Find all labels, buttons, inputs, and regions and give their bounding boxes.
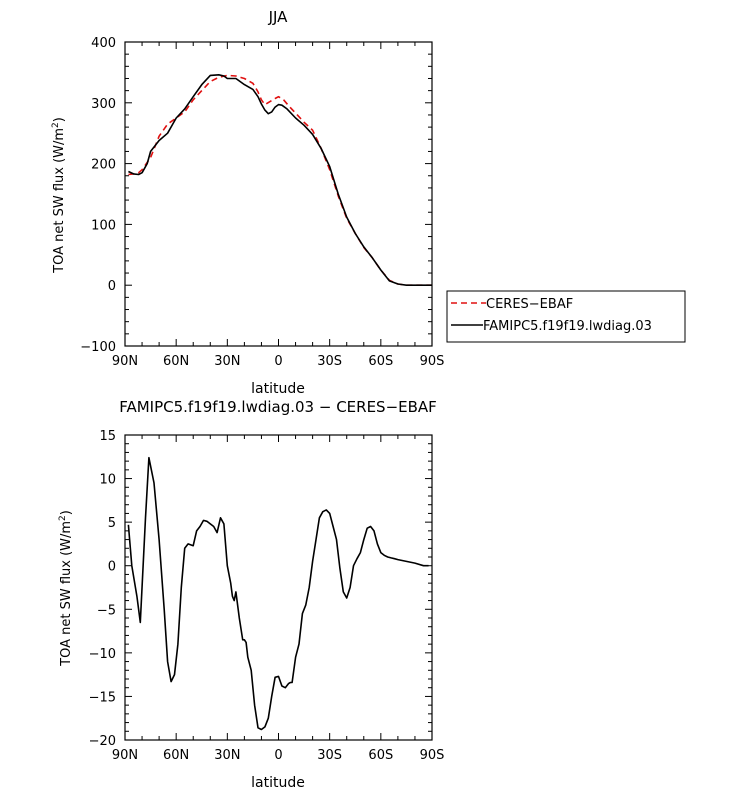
chart-bottom-x-tick-label: 60N	[163, 748, 189, 763]
chart-top-title: JJA	[268, 8, 289, 26]
chart-bottom-plot-area: 90N 60N 30N 0 30S 60S 90S −20 −15 −10 −5 0 5 10 15	[89, 429, 445, 763]
legend-box	[446, 290, 686, 343]
chart-bottom-x-tick-label: 30S	[317, 748, 342, 763]
chart-bottom-y-tick-label: −15	[89, 690, 116, 705]
chart-top-series-group	[128, 74, 432, 287]
chart-bottom-series-line-0	[127, 456, 429, 731]
chart-bottom-y-axis-label-main: TOA net SW flux (W/m	[59, 521, 74, 667]
chart-top-y-axis-label: TOA net SW flux (W/m2)	[51, 117, 67, 274]
chart-bottom-title: FAMIPC5.f19f19.lwdiag.03 − CERES−EBAF	[119, 398, 437, 416]
chart-bottom-y-tick-label: −10	[89, 647, 116, 662]
chart-bottom-y-tick-label: 5	[108, 516, 116, 531]
chart-top-y-axis-label-main: TOA net SW flux (W/m	[52, 128, 67, 274]
chart-top-x-tick-label: 90N	[112, 354, 138, 369]
chart-bottom-x-tick-label: 60S	[368, 748, 393, 763]
chart-top-y-tick-label: 400	[91, 36, 116, 51]
chart-top-x-tick-label: 90S	[420, 354, 445, 369]
chart-bottom-x-tick-label: 0	[274, 748, 282, 763]
legend-label-ceres-ebaf: CERES−EBAF	[486, 297, 573, 312]
chart-top-x-tick-label: 0	[274, 354, 282, 369]
chart-top-x-tick-label: 30N	[214, 354, 240, 369]
legend-label-famipc5: FAMIPC5.f19f19.lwdiag.03	[483, 319, 652, 334]
chart-bottom-y-tick-label: 10	[99, 473, 116, 488]
chart-bottom-y-tick-label: 15	[99, 429, 116, 444]
chart-top-y-tick-label: 100	[91, 218, 116, 233]
chart-top-y-tick-label: 200	[91, 158, 116, 173]
chart-top-legend: CERES−EBAF FAMIPC5.f19f19.lwdiag.03	[446, 290, 686, 343]
chart-top-x-tick-label: 60S	[368, 354, 393, 369]
chart-bottom-y-axis-label-end: )	[59, 510, 74, 515]
chart-bottom-x-tick-label: 90N	[112, 748, 138, 763]
chart-bottom-x-tick-label: 90S	[420, 748, 445, 763]
chart-top-series-line-0	[128, 74, 432, 287]
chart-bottom-y-axis-label: TOA net SW flux (W/m2)	[58, 510, 74, 667]
chart-top: JJA 90N 60N 30N 0 30S 60S 90S −100 0 100 200 300 400…	[51, 8, 686, 397]
chart-top-x-axis-label: latitude	[251, 381, 305, 397]
chart-top-y-tick-label: 300	[91, 97, 116, 112]
chart-top-series-line-1	[128, 74, 432, 287]
chart-bottom-y-tick-label: −20	[89, 734, 116, 749]
chart-top-y-tick-label: 0	[108, 279, 116, 294]
chart-top-y-tick-label: −100	[80, 340, 116, 355]
chart-bottom: FAMIPC5.f19f19.lwdiag.03 − CERES−EBAF 90…	[58, 398, 444, 791]
chart-top-frame	[124, 41, 433, 347]
chart-bottom-y-tick-label: 0	[108, 560, 116, 575]
chart-bottom-y-axis-label-sup: 2	[58, 515, 68, 521]
chart-top-y-axis-label-sup: 2	[51, 122, 61, 128]
chart-bottom-y-tick-label: −5	[97, 603, 116, 618]
chart-top-x-tick-label: 60N	[163, 354, 189, 369]
chart-top-plot-area: 90N 60N 30N 0 30S 60S 90S −100 0 100 200 300 400	[80, 36, 444, 369]
chart-bottom-x-axis-label: latitude	[251, 775, 305, 791]
chart-top-x-tick-label: 30S	[317, 354, 342, 369]
chart-bottom-series-group	[127, 456, 429, 731]
chart-bottom-frame	[124, 434, 433, 741]
chart-bottom-x-tick-label: 30N	[214, 748, 240, 763]
chart-top-y-axis-label-end: )	[52, 117, 67, 122]
